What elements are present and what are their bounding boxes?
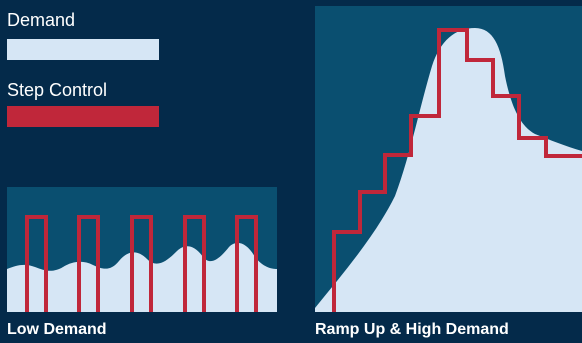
low-demand-panel: [7, 187, 277, 312]
legend-step-control-label: Step Control: [7, 80, 108, 100]
ramp-up-step-control-line: [332, 28, 582, 312]
legend-demand-swatch: [7, 39, 159, 60]
low-demand-step-control-line: [25, 215, 258, 312]
ramp-up-panel: [315, 6, 582, 312]
legend-step-control-swatch: [7, 106, 159, 127]
ramp-up-demand-area: [315, 28, 582, 312]
low-demand-demand-area: [7, 242, 277, 312]
legend-demand-label: Demand: [7, 10, 76, 30]
ramp-up-caption: Ramp Up & High Demand: [315, 321, 509, 338]
low-demand-caption: Low Demand: [7, 321, 107, 338]
